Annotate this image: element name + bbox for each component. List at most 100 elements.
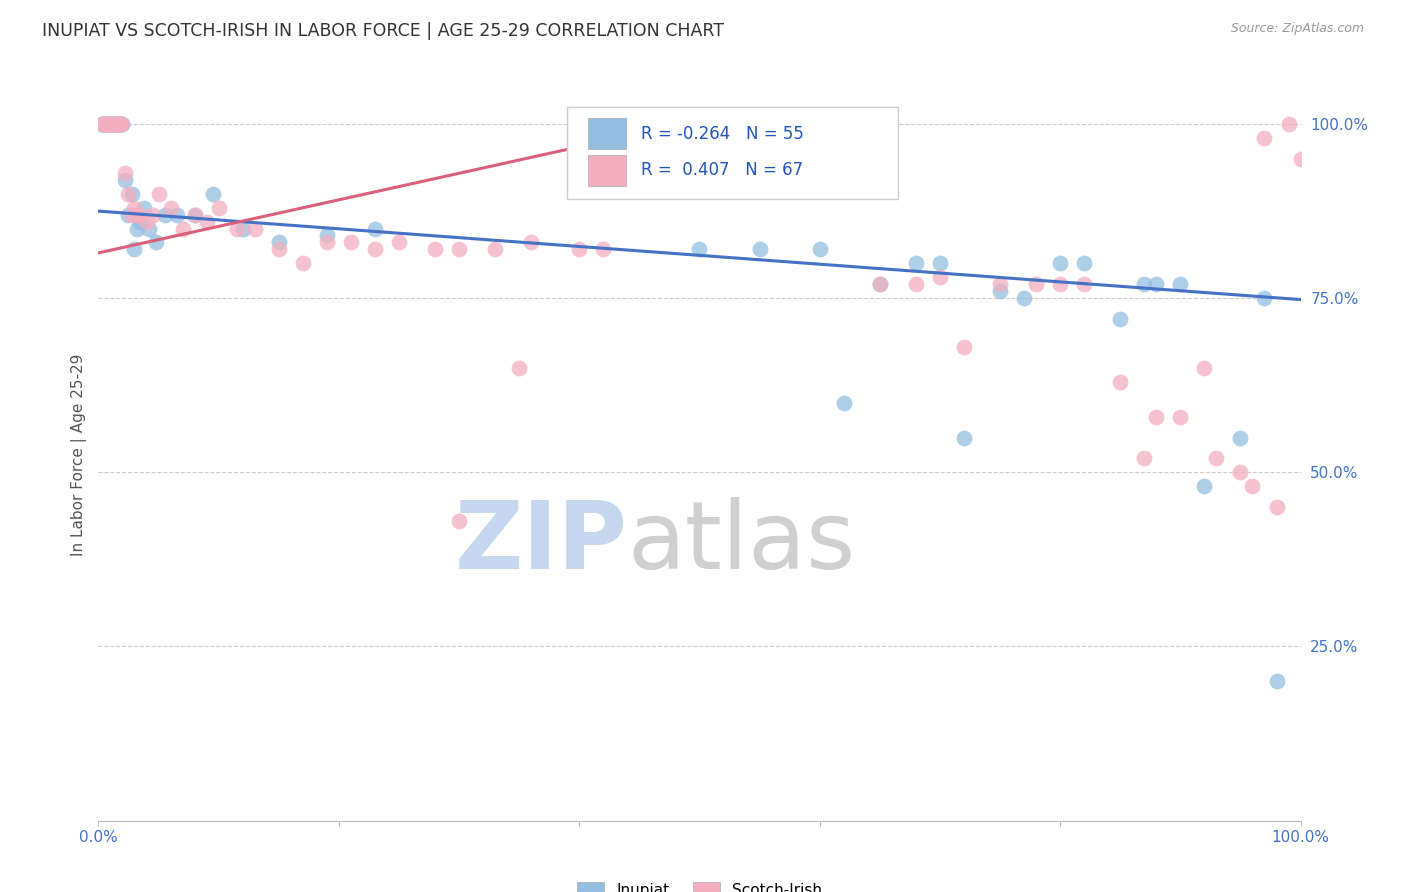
Point bbox=[1049, 256, 1071, 270]
Point bbox=[953, 430, 976, 444]
Point bbox=[94, 117, 117, 131]
Point bbox=[592, 243, 614, 257]
Point bbox=[243, 221, 266, 235]
Point bbox=[928, 256, 950, 270]
Point bbox=[388, 235, 411, 250]
Point bbox=[129, 208, 152, 222]
Point bbox=[135, 214, 157, 228]
Point bbox=[1109, 312, 1132, 326]
Point bbox=[108, 117, 131, 131]
Point bbox=[195, 214, 218, 228]
Y-axis label: In Labor Force | Age 25-29: In Labor Force | Age 25-29 bbox=[72, 354, 87, 556]
Point bbox=[1025, 277, 1047, 292]
Text: INUPIAT VS SCOTCH-IRISH IN LABOR FORCE | AGE 25-29 CORRELATION CHART: INUPIAT VS SCOTCH-IRISH IN LABOR FORCE |… bbox=[42, 22, 724, 40]
Legend: Inupiat, Scotch-Irish: Inupiat, Scotch-Irish bbox=[571, 876, 828, 892]
Point bbox=[159, 201, 181, 215]
Point bbox=[107, 117, 129, 131]
Point bbox=[315, 235, 337, 250]
Point bbox=[107, 117, 129, 131]
Point bbox=[1229, 466, 1251, 480]
Point bbox=[832, 395, 855, 409]
Point bbox=[1253, 131, 1275, 145]
Point bbox=[447, 514, 470, 528]
Point bbox=[904, 277, 927, 292]
Point bbox=[94, 117, 117, 131]
Point bbox=[108, 117, 131, 131]
Point bbox=[129, 214, 152, 228]
Point bbox=[138, 221, 160, 235]
Point bbox=[1073, 277, 1095, 292]
Point bbox=[93, 117, 115, 131]
Point bbox=[364, 221, 387, 235]
Point bbox=[1289, 152, 1312, 166]
Point bbox=[166, 208, 188, 222]
Point bbox=[121, 186, 143, 201]
Point bbox=[98, 117, 121, 131]
Point bbox=[291, 256, 314, 270]
Point bbox=[447, 243, 470, 257]
Point bbox=[225, 221, 247, 235]
Point bbox=[869, 277, 891, 292]
Point bbox=[267, 235, 290, 250]
FancyBboxPatch shape bbox=[567, 108, 898, 199]
Point bbox=[1265, 500, 1288, 515]
Point bbox=[108, 117, 131, 131]
Point bbox=[904, 256, 927, 270]
Point bbox=[141, 208, 163, 222]
Point bbox=[103, 117, 125, 131]
Point bbox=[124, 243, 146, 257]
Point bbox=[568, 243, 591, 257]
Point bbox=[808, 243, 831, 257]
Point bbox=[105, 117, 128, 131]
Point bbox=[153, 208, 176, 222]
Point bbox=[98, 117, 121, 131]
Point bbox=[183, 208, 205, 222]
Point bbox=[340, 235, 363, 250]
Point bbox=[104, 117, 127, 131]
Point bbox=[125, 221, 148, 235]
Point bbox=[1265, 674, 1288, 689]
Point bbox=[232, 221, 254, 235]
Point bbox=[145, 235, 167, 250]
Point bbox=[364, 243, 387, 257]
Point bbox=[91, 117, 114, 131]
FancyBboxPatch shape bbox=[588, 119, 626, 149]
Point bbox=[183, 208, 205, 222]
Point bbox=[1049, 277, 1071, 292]
Text: R = -0.264   N = 55: R = -0.264 N = 55 bbox=[641, 125, 803, 143]
Point bbox=[1109, 375, 1132, 389]
Point bbox=[423, 243, 446, 257]
Point bbox=[100, 117, 122, 131]
Text: ZIP: ZIP bbox=[454, 497, 627, 589]
Point bbox=[110, 117, 132, 131]
Point bbox=[125, 208, 148, 222]
Point bbox=[96, 117, 118, 131]
Point bbox=[988, 277, 1011, 292]
Point bbox=[267, 243, 290, 257]
Point bbox=[988, 284, 1011, 298]
Point bbox=[105, 117, 128, 131]
Point bbox=[100, 117, 122, 131]
Point bbox=[1229, 430, 1251, 444]
Point bbox=[508, 360, 530, 375]
Point bbox=[869, 277, 891, 292]
Point bbox=[103, 117, 125, 131]
FancyBboxPatch shape bbox=[588, 155, 626, 186]
Point bbox=[1144, 277, 1167, 292]
Point bbox=[117, 186, 139, 201]
Point bbox=[91, 117, 114, 131]
Point bbox=[101, 117, 124, 131]
Point bbox=[104, 117, 127, 131]
Point bbox=[688, 243, 710, 257]
Point bbox=[1170, 277, 1192, 292]
Point bbox=[1205, 451, 1227, 466]
Text: Source: ZipAtlas.com: Source: ZipAtlas.com bbox=[1230, 22, 1364, 36]
Point bbox=[100, 117, 122, 131]
Text: R =  0.407   N = 67: R = 0.407 N = 67 bbox=[641, 161, 803, 179]
Point bbox=[201, 186, 224, 201]
Point bbox=[124, 201, 146, 215]
Point bbox=[484, 243, 506, 257]
Point bbox=[96, 117, 118, 131]
Point bbox=[953, 340, 976, 354]
Point bbox=[114, 173, 136, 187]
